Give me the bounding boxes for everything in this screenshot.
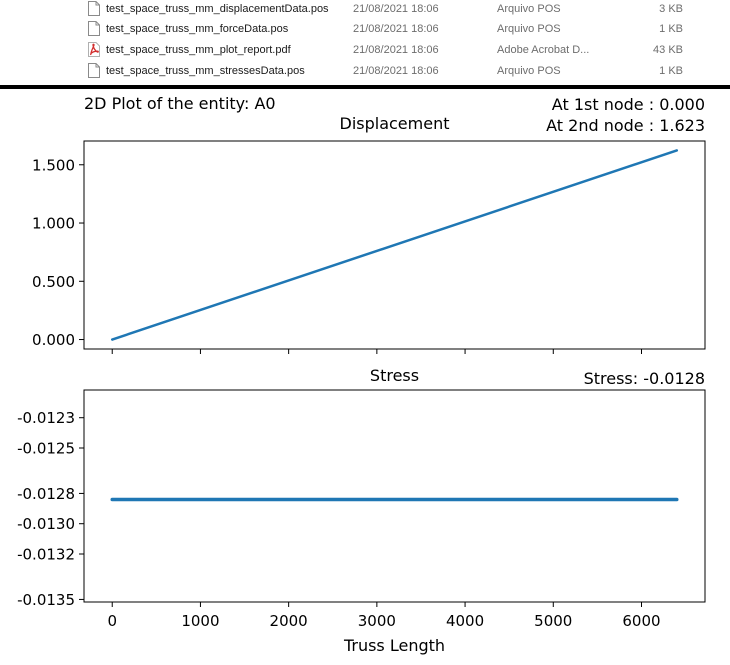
x-tick-label: 4000 [446, 612, 484, 630]
plot-figure: 2D Plot of the entity: A0 At 1st node : … [0, 89, 730, 665]
x-tick-label: 2000 [270, 612, 308, 630]
x-tick-label: 0 [107, 612, 117, 630]
file-name: test_space_truss_mm_displacementData.pos [106, 3, 329, 15]
y-tick-label: 0.500 [32, 273, 75, 291]
y-tick-label: -0.0125 [17, 439, 75, 457]
document-icon [88, 63, 100, 78]
file-date: 21/08/2021 18:06 [353, 44, 439, 56]
file-type: Arquivo POS [497, 3, 561, 15]
document-icon [88, 1, 100, 16]
plot-canvas: 2D Plot of the entity: A0 At 1st node : … [17, 94, 706, 655]
series-line [110, 149, 679, 341]
y-tick-label: 1.000 [32, 215, 75, 233]
x-tick-label: 5000 [534, 612, 572, 630]
file-size: 1 KB [659, 23, 683, 35]
file-row[interactable]: test_space_truss_mm_forceData.pos 21/08/… [0, 20, 730, 41]
first-node-value: At 1st node : 0.000 [552, 95, 705, 114]
file-date: 21/08/2021 18:06 [353, 3, 439, 15]
y-tick-label: 0.000 [32, 331, 75, 349]
file-name: test_space_truss_mm_forceData.pos [106, 23, 289, 35]
x-axis-label: Truss Length [343, 636, 445, 655]
file-type: Arquivo POS [497, 65, 561, 77]
second-node-value: At 2nd node : 1.623 [546, 116, 705, 135]
file-row[interactable]: test_space_truss_mm_plot_report.pdf 21/0… [0, 41, 730, 62]
pdf-icon [88, 42, 100, 57]
file-name: test_space_truss_mm_stressesData.pos [106, 65, 305, 77]
displacement-axes: Displacement 0.000 0.500 1.000 1.500 [32, 114, 706, 354]
document-icon [88, 21, 100, 36]
y-tick-label: 1.500 [32, 156, 75, 174]
y-tick-label: -0.0135 [17, 591, 75, 609]
file-size: 3 KB [659, 3, 683, 15]
stress-axes: Stress Truss Length -0.0123 -0.0125 -0.012… [17, 366, 706, 655]
window-divider [0, 85, 730, 89]
file-size: 43 KB [653, 44, 683, 56]
file-type: Adobe Acrobat D... [497, 44, 590, 56]
file-date: 21/08/2021 18:06 [353, 23, 439, 35]
y-tick-label: -0.0123 [17, 409, 75, 427]
stress-title: Stress [370, 366, 419, 385]
x-tick-label: 1000 [181, 612, 219, 630]
y-tick-label: -0.0132 [17, 545, 75, 563]
stress-value: Stress: -0.0128 [584, 369, 705, 388]
y-tick-label: -0.0130 [17, 515, 75, 533]
file-name: test_space_truss_mm_plot_report.pdf [106, 44, 291, 56]
figure-suptitle: 2D Plot of the entity: A0 [84, 94, 276, 113]
x-tick-label: 6000 [622, 612, 660, 630]
file-type: Arquivo POS [497, 23, 561, 35]
file-row[interactable]: test_space_truss_mm_displacementData.pos… [0, 0, 730, 21]
displacement-title: Displacement [340, 114, 450, 133]
displacement-frame [83, 140, 706, 350]
x-tick-label: 3000 [358, 612, 396, 630]
file-size: 1 KB [659, 65, 683, 77]
file-row[interactable]: test_space_truss_mm_stressesData.pos 21/… [0, 62, 730, 83]
stress-frame [83, 389, 706, 603]
file-date: 21/08/2021 18:06 [353, 65, 439, 77]
y-tick-label: -0.0128 [17, 485, 75, 503]
file-list: test_space_truss_mm_displacementData.pos… [0, 0, 730, 84]
